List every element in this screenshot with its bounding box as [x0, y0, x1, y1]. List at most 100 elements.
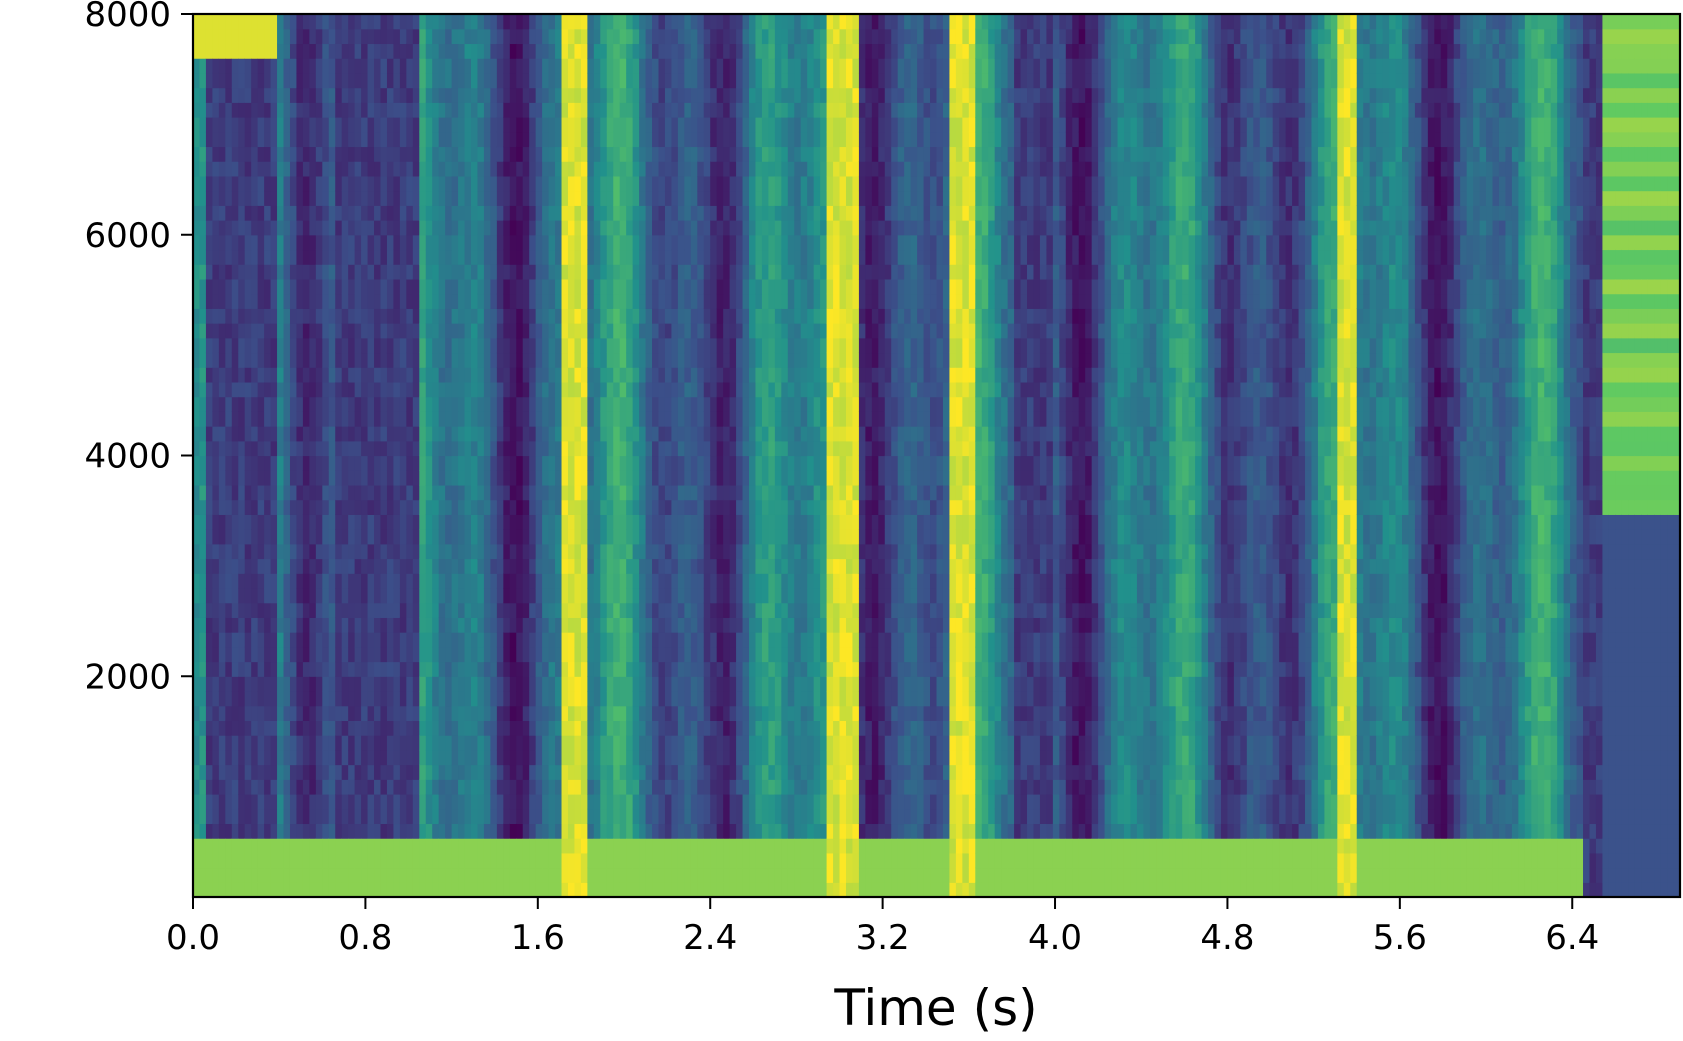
heatmap-cell [606, 411, 614, 427]
heatmap-cell [716, 426, 724, 442]
heatmap-cell [606, 735, 614, 751]
heatmap-cell [593, 573, 601, 589]
heatmap-cell [658, 264, 666, 280]
heatmap-cell [225, 117, 233, 133]
heatmap-cell [361, 161, 369, 177]
heatmap-cell [677, 352, 685, 368]
heatmap-cell [264, 352, 272, 368]
heatmap-cell [529, 102, 537, 118]
heatmap-cell [335, 705, 343, 721]
heatmap-cell [335, 58, 343, 74]
heatmap-cell [348, 735, 356, 751]
heatmap-cell [652, 852, 660, 869]
heatmap-cell [374, 440, 382, 457]
heatmap-cell [283, 190, 291, 206]
heatmap-cell [283, 72, 291, 89]
heatmap-cell [412, 440, 420, 457]
heatmap-cell [723, 87, 731, 103]
heatmap-cell [580, 514, 588, 530]
heatmap-cell [302, 205, 310, 221]
heatmap-cell [393, 396, 401, 412]
heatmap-cell [296, 161, 304, 177]
heatmap-cell [296, 249, 304, 265]
heatmap-cell [548, 58, 556, 74]
heatmap-cell [438, 514, 446, 530]
heatmap-cell [322, 470, 330, 486]
heatmap-cell [664, 323, 673, 339]
heatmap-cell [522, 72, 530, 89]
heatmap-cell [703, 43, 711, 59]
heatmap-cell [432, 558, 440, 574]
heatmap-cell [542, 514, 550, 530]
heatmap-cell [205, 661, 213, 677]
heatmap-cell [574, 676, 582, 692]
heatmap-cell [716, 632, 724, 648]
heatmap-cell [483, 396, 491, 412]
heatmap-cell [690, 102, 698, 118]
heatmap-cell [244, 558, 252, 574]
heatmap-cell [606, 205, 614, 221]
heatmap-cell [580, 529, 588, 545]
heatmap-cell [302, 367, 310, 383]
heatmap-cell [464, 852, 472, 869]
heatmap-cell [658, 529, 666, 545]
heatmap-cell [593, 411, 601, 427]
heatmap-cell [561, 190, 569, 206]
heatmap-cell [438, 632, 446, 648]
heatmap-cell [516, 764, 524, 780]
heatmap-cell [458, 573, 466, 589]
heatmap-cell [710, 690, 718, 707]
heatmap-cell [264, 161, 272, 177]
heatmap-cell [600, 735, 608, 751]
heatmap-cell [600, 102, 608, 118]
heatmap-cell [412, 337, 420, 354]
heatmap-cell [600, 587, 608, 604]
heatmap-cell [567, 43, 576, 59]
heatmap-cell [354, 749, 362, 766]
heatmap-cell [652, 529, 660, 545]
heatmap-cell [542, 808, 550, 825]
heatmap-cell [529, 838, 537, 854]
heatmap-cell [522, 426, 530, 442]
heatmap-cell [703, 175, 711, 192]
heatmap-cell [645, 175, 653, 192]
heatmap-cell [503, 646, 511, 663]
heatmap-cell [335, 426, 343, 442]
heatmap-cell [309, 411, 317, 427]
heatmap-cell [380, 735, 388, 751]
heatmap-cell [626, 720, 634, 736]
heatmap-cell [619, 220, 627, 236]
heatmap-cell [193, 175, 201, 192]
heatmap-cell [458, 543, 466, 560]
heatmap-cell [632, 161, 640, 177]
heatmap-cell [671, 352, 679, 368]
heatmap-cell [296, 293, 304, 309]
heatmap-cell [477, 543, 485, 560]
heatmap-cell [393, 175, 401, 192]
heatmap-cell [341, 367, 349, 383]
heatmap-cell [354, 234, 362, 251]
heatmap-cell [684, 367, 692, 383]
heatmap-cell [251, 43, 259, 59]
heatmap-cell [199, 867, 207, 883]
heatmap-cell [483, 602, 491, 618]
heatmap-cell [354, 779, 362, 795]
heatmap-cell [664, 367, 673, 383]
heatmap-cell [432, 352, 440, 368]
heatmap-cell [328, 764, 336, 780]
heatmap-cell [283, 249, 291, 265]
heatmap-cell [374, 323, 382, 339]
heatmap-cell [199, 337, 207, 354]
heatmap-cell [619, 146, 627, 162]
heatmap-cell [251, 529, 259, 545]
heatmap-cell [251, 102, 259, 118]
heatmap-cell [289, 440, 298, 457]
heatmap-cell [632, 793, 640, 810]
heatmap-cell [425, 573, 433, 589]
heatmap-cell [432, 470, 440, 486]
heatmap-cell [729, 661, 737, 677]
heatmap-cell [593, 690, 601, 707]
heatmap-cell [225, 808, 233, 825]
heatmap-cell [587, 28, 595, 45]
heatmap-cell [639, 617, 647, 633]
